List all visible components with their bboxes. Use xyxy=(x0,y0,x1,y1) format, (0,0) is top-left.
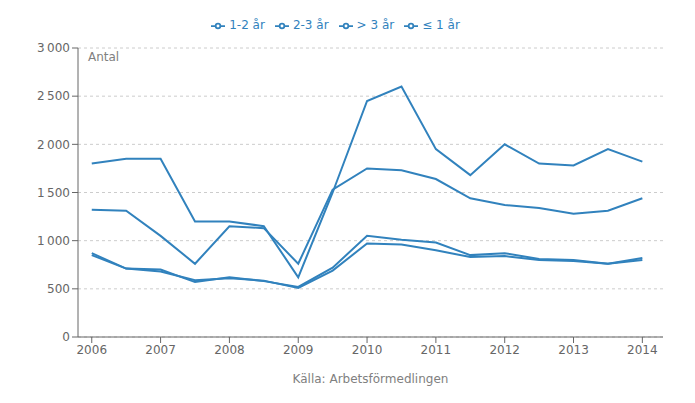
svg-text:1 000: 1 000 xyxy=(37,234,70,248)
svg-text:Antal: Antal xyxy=(88,50,119,64)
svg-text:0: 0 xyxy=(62,330,70,344)
svg-text:2014: 2014 xyxy=(627,343,658,357)
svg-text:2 500: 2 500 xyxy=(37,89,70,103)
svg-text:2009: 2009 xyxy=(283,343,314,357)
svg-text:2012: 2012 xyxy=(489,343,520,357)
svg-text:3 000: 3 000 xyxy=(37,41,70,55)
svg-text:2013: 2013 xyxy=(558,343,589,357)
svg-text:2006: 2006 xyxy=(76,343,107,357)
svg-text:2008: 2008 xyxy=(214,343,245,357)
svg-text:1 500: 1 500 xyxy=(37,186,70,200)
svg-text:Källa: Arbetsförmedlingen: Källa: Arbetsförmedlingen xyxy=(293,372,449,386)
html-text:> 3 år: > 3 år xyxy=(356,18,395,32)
svg-text:2007: 2007 xyxy=(145,343,176,357)
svg-text:2010: 2010 xyxy=(352,343,383,357)
svg-text:2011: 2011 xyxy=(421,343,452,357)
html-text:1-2 år: 1-2 år xyxy=(229,18,265,32)
html-text:≤ 1 år: ≤ 1 år xyxy=(422,18,460,32)
html-text:2-3 år: 2-3 år xyxy=(292,18,329,32)
svg-text:2 000: 2 000 xyxy=(37,138,70,152)
svg-text:500: 500 xyxy=(47,282,70,296)
